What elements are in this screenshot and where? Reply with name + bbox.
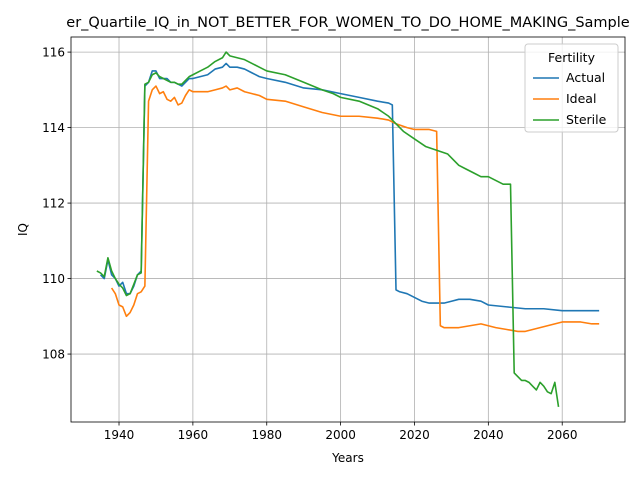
legend-title: Fertility (548, 50, 596, 65)
y-tick-label: 114 (42, 121, 65, 135)
x-tick-label: 2060 (547, 428, 578, 442)
series-lines (96, 51, 600, 408)
y-tick-label: 110 (42, 272, 65, 286)
x-tick-label: 2020 (399, 428, 430, 442)
y-tick-label: 108 (42, 347, 65, 361)
y-axis-label: IQ (16, 223, 30, 236)
x-tick-label: 1960 (178, 428, 209, 442)
axes (67, 36, 626, 426)
series-line-ideal (110, 85, 600, 333)
y-tick-label: 116 (42, 45, 65, 59)
x-tick-label: 1940 (104, 428, 135, 442)
series-line-actual (99, 62, 600, 312)
x-axis-label: Years (331, 451, 364, 465)
chart-title: er_Quartile_IQ_in_NOT_BETTER_FOR_WOMEN_T… (66, 15, 630, 31)
legend-label-sterile: Sterile (566, 112, 607, 127)
plot-frame (70, 36, 626, 423)
x-tick-label: 2000 (325, 428, 356, 442)
x-tick-label: 2040 (473, 428, 504, 442)
y-tick-label: 112 (42, 196, 65, 210)
legend-label-ideal: Ideal (566, 91, 596, 106)
legend-box (524, 43, 619, 133)
series-line-sterile (96, 51, 560, 408)
legend-label-actual: Actual (566, 70, 605, 85)
x-tick-label: 1980 (251, 428, 282, 442)
tick-labels: 1940 1960 1980 2000 2020 2040 2060 108 110 112 114… (42, 45, 577, 442)
legend: Fertility Actual Ideal Sterile (524, 43, 619, 133)
